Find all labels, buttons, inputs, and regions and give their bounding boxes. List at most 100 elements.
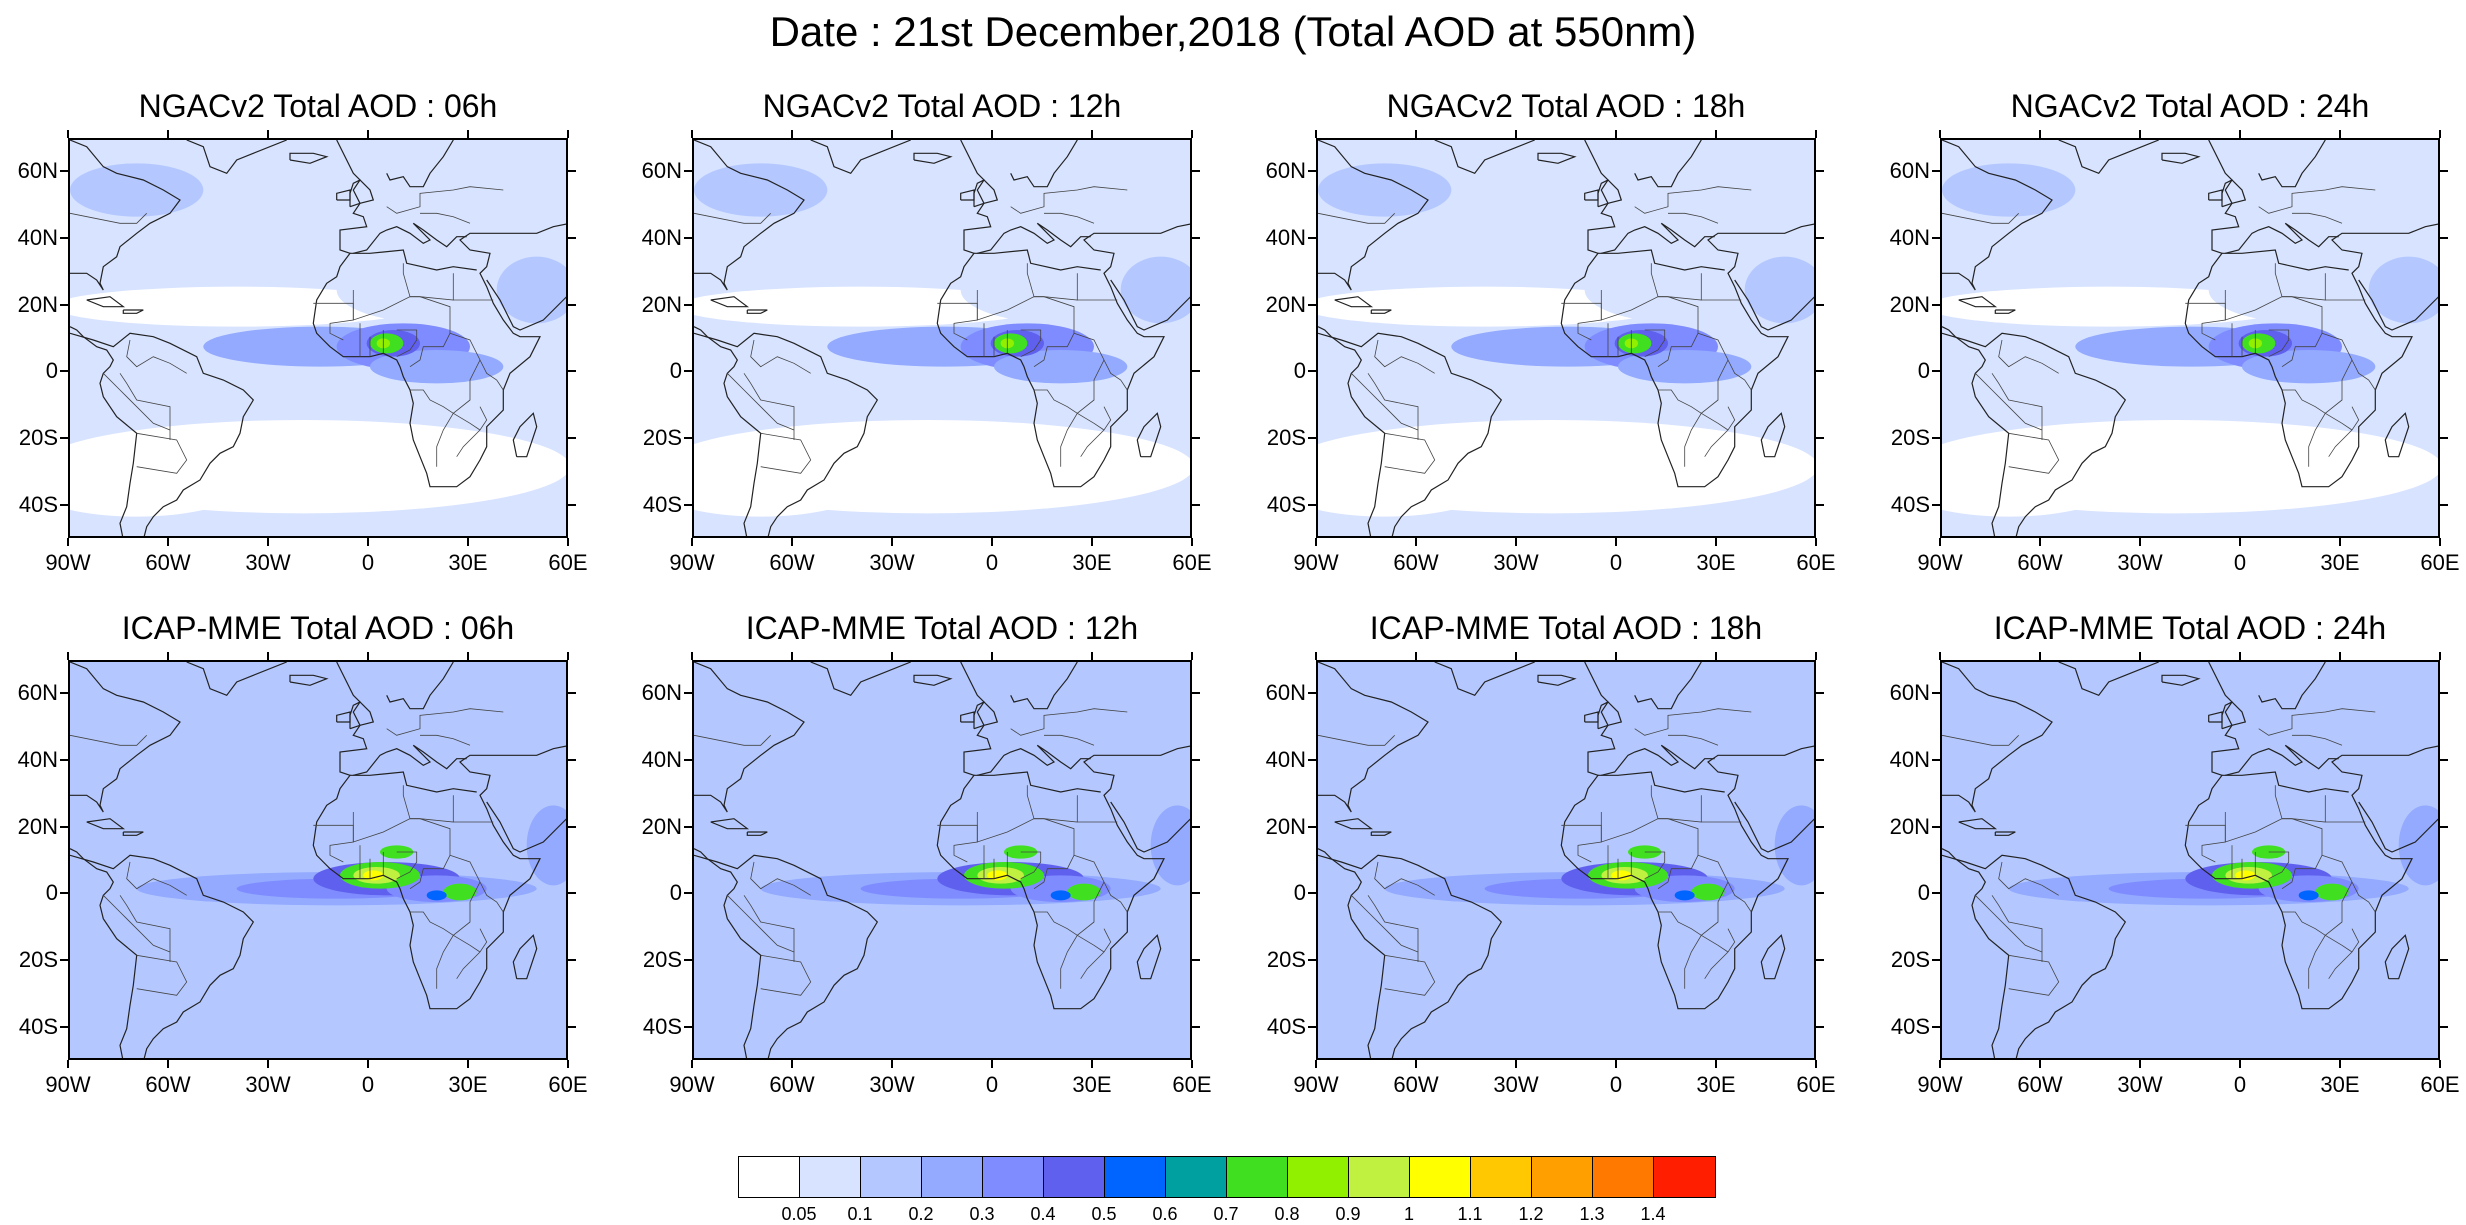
country-border: [479, 881, 504, 913]
aod-contour-region: [86, 812, 354, 879]
country-border: [70, 734, 147, 746]
coastline: [694, 326, 762, 536]
country-border: [479, 359, 504, 391]
country-border: [1034, 389, 1105, 431]
country-border: [2328, 406, 2360, 457]
axis-tick: [2439, 1060, 2441, 1068]
coastline: [977, 222, 1091, 254]
panel-title: NGACv2 Total AOD : 06h: [138, 88, 498, 124]
country-border: [760, 954, 812, 996]
panel-title: ICAP-MME Total AOD : 18h: [1369, 610, 1763, 646]
axis-tick: [891, 1060, 893, 1068]
country-border: [1998, 861, 2059, 896]
axis-tick: [791, 130, 793, 138]
coastline: [1994, 309, 2016, 314]
country-border: [1080, 928, 1112, 979]
axis-tick: [2440, 692, 2448, 695]
axis-tick: [1932, 892, 1940, 895]
panel-title: NGACv2 Total AOD : 18h: [1386, 88, 1746, 124]
axis-tick: [1192, 892, 1200, 895]
axis-tick: [568, 759, 576, 761]
axis-tick: [167, 130, 169, 138]
latitude-tick-label: 40N: [1889, 225, 1930, 250]
aod-field: [70, 662, 566, 1058]
aod-contour-region: [694, 895, 1190, 1058]
axis-tick: [1615, 538, 1617, 546]
axis-tick: [1816, 959, 1824, 961]
axis-tick: [684, 1025, 692, 1028]
latitude-tick-label: 20S: [1890, 425, 1930, 450]
axis-tick: [167, 538, 169, 546]
colorbar-swatch: [1044, 1157, 1105, 1197]
aod-contour-region: [694, 523, 928, 536]
longitude-tick-label: 90W: [1917, 1072, 1963, 1097]
axis-tick: [684, 503, 692, 506]
aod-contour-region: [910, 520, 1144, 536]
coastline: [1560, 140, 1814, 488]
latitude-tick-label: 20N: [641, 291, 682, 317]
country-border: [436, 332, 481, 467]
longitude-tick-label: 60W: [145, 550, 191, 575]
axis-tick: [2239, 538, 2241, 546]
axis-tick: [367, 1060, 369, 1068]
country-border: [410, 389, 481, 431]
country-border: [119, 373, 171, 440]
aod-field: [694, 140, 1190, 536]
coastline: [1110, 801, 1190, 853]
map-frame: [692, 660, 1192, 1060]
axis-tick: [684, 825, 692, 828]
axis-tick: [1308, 503, 1316, 506]
latitude-tick-label: 20N: [1889, 291, 1930, 317]
country-border: [1034, 911, 1105, 953]
colorbar-label: 1.4: [1640, 1204, 1666, 1224]
aod-contour-region: [2315, 883, 2349, 901]
axis-tick: [2339, 1060, 2341, 1068]
aod-contour-region: [1628, 845, 1662, 859]
axis-tick: [2440, 825, 2448, 828]
colorbar-swatch: [1349, 1157, 1410, 1197]
axis-tick: [1192, 437, 1200, 439]
axis-tick: [2039, 130, 2041, 138]
coastline: [710, 818, 750, 830]
axis-tick: [1615, 130, 1617, 138]
country-border: [1384, 954, 1436, 996]
axis-tick: [1191, 1060, 1193, 1068]
coastline: [122, 831, 144, 836]
axis-tick: [60, 437, 68, 439]
coastline: [1942, 332, 2127, 536]
coastline: [2258, 662, 2326, 710]
axis-tick: [567, 652, 569, 660]
coastline: [1110, 279, 1190, 331]
coastline: [2058, 662, 2159, 697]
axis-tick: [567, 130, 569, 138]
axis-tick: [1615, 1060, 1617, 1068]
country-border: [1044, 212, 1095, 224]
coastline: [2258, 140, 2326, 188]
country-border: [953, 290, 978, 341]
longitude-tick-label: 0: [2233, 550, 2247, 575]
axis-tick: [2440, 892, 2448, 895]
aod-contour-region: [286, 520, 520, 536]
axis-tick: [2440, 303, 2448, 306]
coastline: [1942, 662, 2053, 813]
aod-contour-region: [1120, 256, 1190, 324]
coastline: [1584, 711, 1599, 723]
coastline: [512, 412, 538, 458]
coastline: [2222, 771, 2349, 793]
country-border: [743, 895, 795, 962]
country-border: [953, 812, 978, 863]
coastline: [86, 818, 126, 830]
axis-tick: [567, 538, 569, 546]
axis-tick: [1932, 370, 1940, 373]
axis-tick: [1515, 652, 1517, 660]
coastline: [70, 140, 181, 291]
aod-contour-region: [2158, 520, 2392, 536]
axis-tick: [991, 1060, 993, 1068]
aod-field: [1318, 662, 1814, 1058]
country-border: [1010, 708, 1128, 736]
longitude-tick-label: 30W: [869, 550, 915, 575]
axis-tick: [2239, 130, 2241, 138]
coastline: [2358, 279, 2438, 331]
country-border: [103, 895, 171, 953]
aod-contour-region: [1584, 256, 1785, 324]
